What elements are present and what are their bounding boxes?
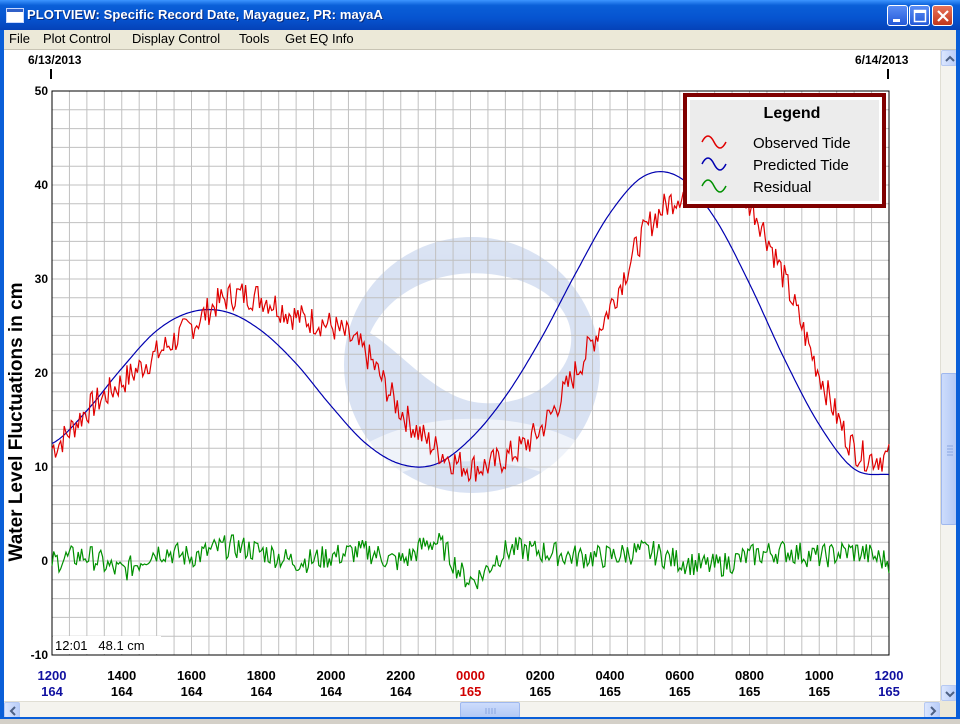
legend-label-predicted: Predicted Tide	[753, 157, 849, 174]
y-tick-label: 20	[35, 366, 49, 380]
title-bar: PLOTVIEW: Specific Record Date, Mayaguez…	[0, 0, 960, 30]
x-tick-time-label: 0800	[735, 668, 764, 683]
menu-display-control[interactable]: Display Control	[132, 31, 221, 46]
x-axis-tick-labels: 1200164140016416001641800164200016422001…	[38, 668, 904, 699]
maximize-button[interactable]	[909, 5, 930, 26]
legend-label-residual: Residual	[753, 179, 811, 196]
x-tick-day-label: 164	[111, 684, 133, 699]
window-frame-bottom	[0, 717, 960, 719]
close-button[interactable]	[932, 5, 953, 26]
legend-swatch-predicted	[701, 157, 727, 171]
series-residual	[51, 532, 890, 590]
scroll-right-button[interactable]	[924, 702, 940, 718]
legend-title: Legend	[764, 105, 821, 122]
plot-frame	[51, 90, 890, 656]
legend-swatch-residual	[701, 179, 727, 193]
size-grip[interactable]	[940, 701, 956, 717]
x-tick-day-label: 164	[250, 684, 272, 699]
cursor-readout: 12:01 48.1 cm	[55, 638, 145, 653]
minimize-icon	[893, 19, 900, 22]
maximize-icon	[913, 9, 927, 23]
x-tick-day-label: 165	[460, 684, 482, 699]
x-tick-day-label: 165	[878, 684, 900, 699]
minimize-button[interactable]	[887, 5, 908, 26]
y-tick-label: 30	[35, 272, 49, 286]
x-tick-day-label: 164	[390, 684, 412, 699]
x-tick-time-label: 0400	[596, 668, 625, 683]
y-tick-label: 40	[35, 178, 49, 192]
plot-area[interactable]: -10 0 10 20 30 40 50 Water Level Fluctuations …	[4, 50, 940, 701]
vertical-scroll-thumb[interactable]	[941, 373, 957, 525]
horizontal-scrollbar[interactable]	[4, 701, 940, 718]
x-tick-day-label: 164	[181, 684, 203, 699]
x-tick-time-label: 1200	[875, 668, 904, 683]
menu-tools[interactable]: Tools	[239, 31, 270, 46]
x-tick-day-label: 164	[320, 684, 342, 699]
menu-get-eq-info[interactable]: Get EQ Info	[285, 31, 354, 46]
window-icon[interactable]	[6, 8, 24, 23]
grip-icon	[485, 708, 496, 714]
scroll-down-button[interactable]	[941, 685, 957, 701]
series-predicted-tide	[51, 170, 890, 476]
x-tick-day-label: 165	[599, 684, 621, 699]
y-tick-label: 10	[35, 460, 49, 474]
end-date-label: 6/14/2013	[855, 53, 909, 67]
close-icon	[937, 10, 949, 22]
menu-bar: File Plot Control Display Control Tools …	[0, 30, 960, 50]
window-frame-right	[956, 30, 960, 719]
legend-swatch-observed	[701, 135, 727, 149]
grip-icon	[947, 445, 953, 456]
scroll-left-button[interactable]	[4, 702, 20, 718]
x-tick-time-label: 0600	[665, 668, 694, 683]
legend: Legend Observed Tide Predicted Tide Resi…	[683, 93, 886, 208]
x-tick-time-label: 1000	[805, 668, 834, 683]
x-tick-time-label: 1400	[107, 668, 136, 683]
x-tick-time-label: 0000	[456, 668, 485, 683]
menu-plot-control[interactable]: Plot Control	[43, 31, 111, 46]
menu-file[interactable]: File	[9, 31, 30, 46]
y-axis-tick-labels: -10 0 10 20 30 40 50	[31, 84, 49, 662]
x-tick-time-label: 1600	[177, 668, 206, 683]
y-axis-label: Water Level Fluctuations in cm	[6, 282, 27, 561]
cursor-readout-bg	[53, 636, 161, 654]
window-title: PLOTVIEW: Specific Record Date, Mayaguez…	[27, 7, 383, 22]
x-tick-day-label: 165	[669, 684, 691, 699]
x-tick-time-label: 0200	[526, 668, 555, 683]
legend-label-observed: Observed Tide	[753, 135, 851, 152]
x-tick-time-label: 2200	[386, 668, 415, 683]
x-tick-time-label: 1200	[38, 668, 67, 683]
vertical-scrollbar[interactable]	[940, 50, 957, 701]
x-tick-time-label: 2000	[317, 668, 346, 683]
window-frame-left	[0, 30, 4, 719]
start-date-label: 6/13/2013	[28, 53, 82, 67]
x-tick-time-label: 1800	[247, 668, 276, 683]
x-tick-day-label: 164	[41, 684, 63, 699]
x-tick-day-label: 165	[739, 684, 761, 699]
scroll-up-button[interactable]	[941, 50, 957, 66]
noaa-watermark	[344, 237, 600, 493]
y-tick-label: -10	[31, 648, 49, 662]
arrow-left-icon	[9, 706, 16, 716]
series-observed-tide	[51, 173, 890, 483]
tide-chart[interactable]: -10 0 10 20 30 40 50 Water Level Fluctuations …	[4, 50, 940, 701]
x-tick-day-label: 165	[808, 684, 830, 699]
y-tick-label: 0	[41, 554, 48, 568]
arrow-right-icon	[930, 706, 937, 716]
x-tick-day-label: 165	[529, 684, 551, 699]
arrow-down-icon	[945, 691, 955, 698]
y-tick-label: 50	[35, 84, 49, 98]
arrow-up-icon	[945, 55, 955, 62]
series-layer	[51, 170, 890, 590]
horizontal-scroll-thumb[interactable]	[460, 702, 520, 718]
